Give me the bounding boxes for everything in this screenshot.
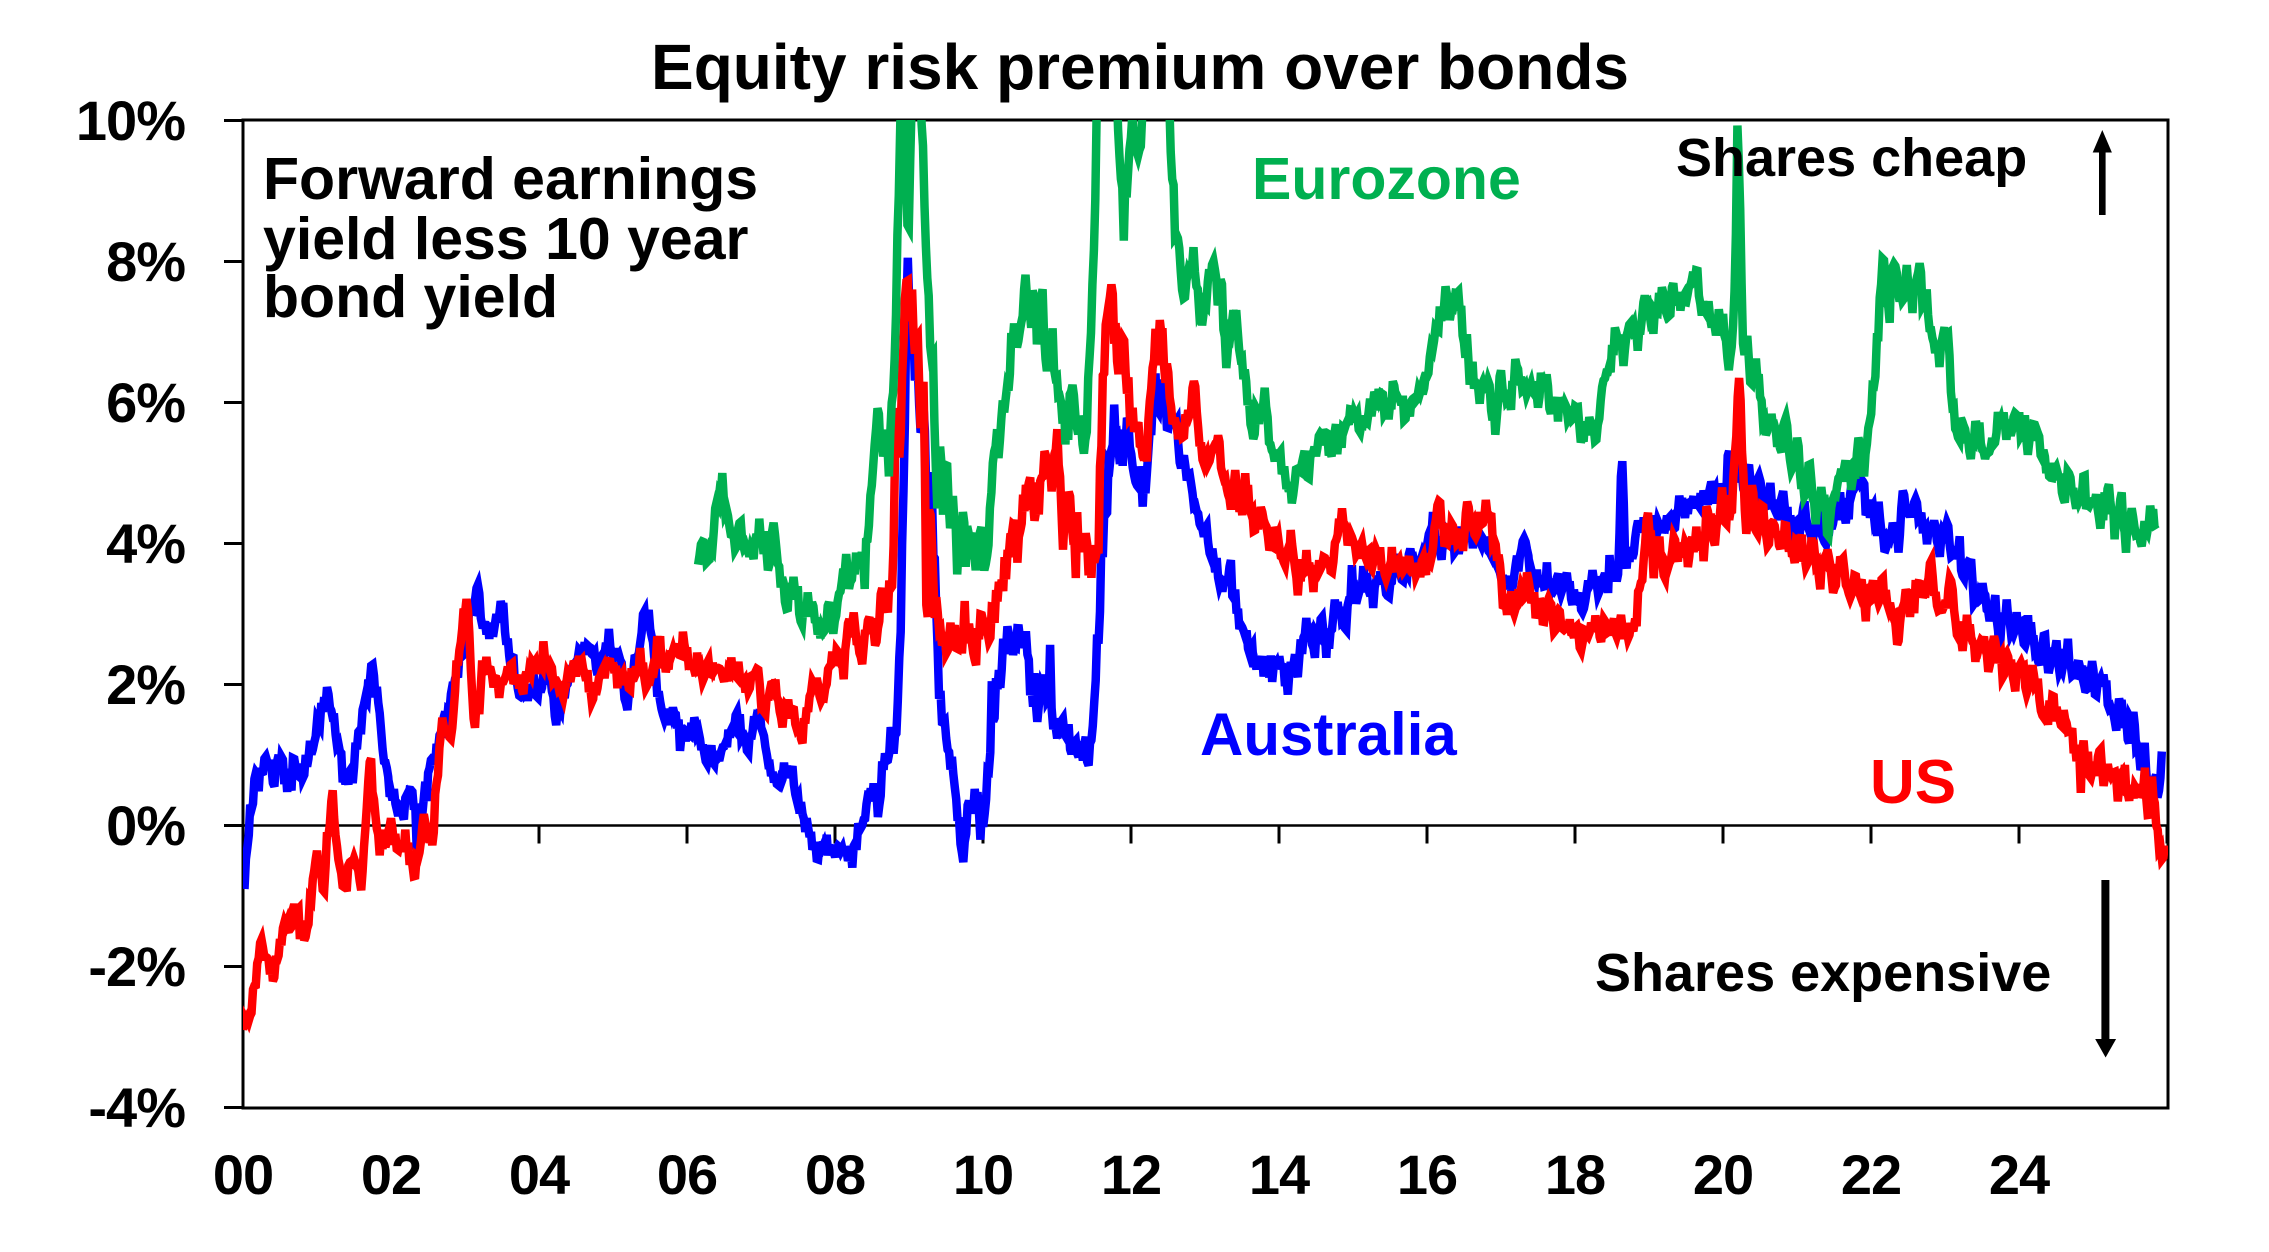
- svg-text:-2%: -2%: [88, 935, 185, 998]
- svg-text:Shares cheap: Shares cheap: [1676, 128, 2027, 188]
- svg-text:18: 18: [1545, 1143, 1605, 1206]
- svg-text:8%: 8%: [106, 230, 185, 293]
- svg-text:24: 24: [1989, 1143, 2050, 1206]
- svg-text:Forward earnings: Forward earnings: [263, 146, 758, 212]
- svg-text:US: US: [1870, 748, 1956, 817]
- svg-text:08: 08: [805, 1143, 865, 1206]
- svg-text:00: 00: [213, 1143, 273, 1206]
- svg-text:22: 22: [1841, 1143, 1901, 1206]
- svg-text:6%: 6%: [106, 371, 185, 434]
- svg-text:10: 10: [953, 1143, 1013, 1206]
- svg-text:-4%: -4%: [88, 1076, 185, 1139]
- svg-text:02: 02: [361, 1143, 421, 1206]
- svg-text:Australia: Australia: [1200, 701, 1457, 768]
- svg-text:12: 12: [1101, 1143, 1161, 1206]
- svg-text:20: 20: [1693, 1143, 1753, 1206]
- svg-text:2%: 2%: [106, 653, 185, 716]
- svg-text:Equity risk premium over bonds: Equity risk premium over bonds: [651, 31, 1629, 103]
- svg-text:4%: 4%: [106, 512, 185, 575]
- svg-text:bond yield: bond yield: [263, 264, 558, 330]
- svg-text:Shares expensive: Shares expensive: [1595, 943, 2051, 1003]
- svg-text:14: 14: [1249, 1143, 1310, 1206]
- svg-text:06: 06: [657, 1143, 717, 1206]
- svg-text:04: 04: [509, 1143, 570, 1206]
- svg-text:Eurozone: Eurozone: [1252, 146, 1521, 212]
- svg-text:10%: 10%: [76, 89, 185, 152]
- svg-text:yield less 10 year: yield less 10 year: [263, 206, 749, 272]
- svg-text:0%: 0%: [106, 794, 185, 857]
- svg-text:16: 16: [1397, 1143, 1457, 1206]
